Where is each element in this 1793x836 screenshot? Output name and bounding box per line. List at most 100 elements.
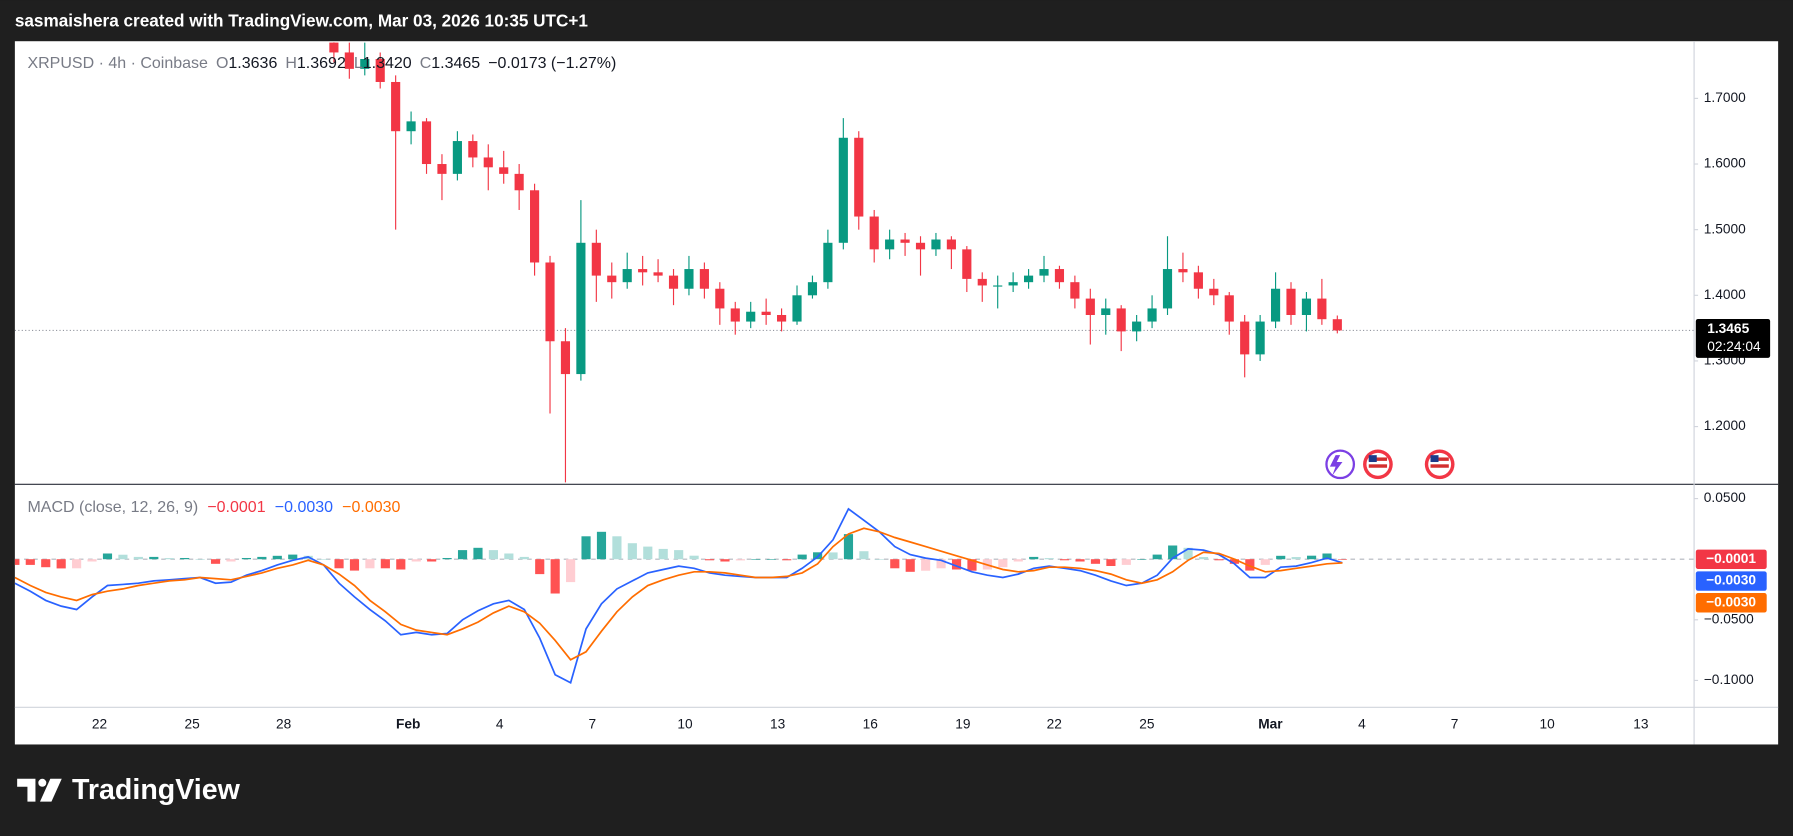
event-icons: [1325, 449, 1455, 480]
histogram-bar: [457, 550, 468, 560]
candle-body: [638, 269, 648, 273]
legend: XRPUSD · 4h · Coinbase O1.3636 H1.3692 L1.3…: [27, 55, 616, 72]
histogram-bar: [427, 559, 437, 562]
histogram-bar: [874, 559, 884, 560]
candle-body: [699, 269, 709, 289]
histogram-bar: [905, 559, 915, 572]
histogram-bar: [226, 559, 236, 562]
x-tick-label: 7: [589, 717, 597, 732]
candle-body: [792, 295, 802, 322]
histogram-bar: [890, 559, 900, 569]
histogram-bar: [1307, 555, 1317, 560]
histogram-bar: [1090, 559, 1101, 564]
histogram-bar: [56, 559, 66, 569]
histogram-bar: [1121, 559, 1131, 565]
histogram-bar: [1029, 556, 1039, 560]
candle-body: [530, 190, 540, 263]
x-tick-label: 10: [677, 717, 693, 732]
x-tick-label: 4: [496, 717, 504, 732]
candle-body: [375, 59, 385, 82]
candle-body: [591, 242, 601, 276]
change: −0.0173 (−1.27%): [488, 55, 616, 72]
value-label-box: [1695, 593, 1767, 613]
candle-body: [684, 269, 694, 289]
histogram-bar: [473, 547, 483, 560]
x-tick-label: 22: [1047, 717, 1062, 732]
candle-body: [1132, 321, 1142, 332]
candle-body: [993, 285, 1003, 287]
y-tick-label: 0.0500: [1704, 490, 1746, 505]
x-tick-label: 7: [1451, 717, 1459, 732]
histogram-bar: [1322, 553, 1332, 560]
candle-body: [900, 239, 910, 243]
histogram-bar: [288, 554, 298, 560]
header-text: sasmaishera created with TradingView.com…: [15, 10, 589, 30]
histogram-bar: [535, 559, 545, 575]
candle-body: [1070, 282, 1080, 299]
candle-body: [1332, 319, 1342, 331]
histogram-bar: [658, 548, 668, 560]
histogram-bar: [797, 554, 807, 560]
event-icon: [1430, 464, 1449, 468]
indicator-value: −0.0030: [342, 499, 400, 516]
value-label: −0.0030: [1706, 573, 1756, 588]
candle-body: [437, 164, 447, 174]
histogram-bar: [1044, 558, 1054, 560]
candle-body: [576, 242, 586, 375]
value-label-box: [1695, 549, 1767, 570]
candle-body: [761, 311, 771, 315]
candle-body: [977, 278, 987, 286]
candle-body: [931, 239, 941, 250]
histogram-bar: [442, 557, 452, 560]
candle-body: [885, 239, 895, 250]
candle-body: [854, 137, 864, 217]
histogram-bar: [180, 557, 190, 560]
candle-body: [1162, 269, 1173, 309]
chart-panel: [14, 41, 1779, 745]
histogram-bar: [1291, 557, 1301, 560]
candle-body: [1317, 298, 1327, 320]
histogram-bar: [210, 559, 221, 564]
candle-body: [946, 239, 956, 250]
histogram-bar: [72, 559, 82, 569]
candle-body: [607, 275, 617, 283]
x-tick-label: 22: [92, 717, 107, 732]
candle-body: [668, 275, 679, 289]
histogram-bar: [1106, 559, 1116, 566]
candle-body: [1023, 275, 1034, 283]
candle-body: [915, 242, 926, 250]
candle-body: [1147, 308, 1157, 322]
candle-body: [344, 52, 354, 69]
value-label-box: [1695, 571, 1767, 591]
ohlc-label: O: [216, 55, 228, 72]
histogram-bar: [396, 559, 406, 570]
x-tick-label: 16: [863, 717, 879, 732]
histogram-bar: [365, 559, 375, 569]
histogram-bar: [1013, 559, 1023, 562]
candle-body: [1178, 269, 1188, 273]
histogram-bar: [1214, 559, 1224, 561]
candle-body: [560, 341, 571, 375]
histogram-bar: [859, 551, 869, 560]
brand-name: TradingView: [72, 774, 241, 806]
x-tick-label: 13: [770, 717, 786, 732]
histogram-bar: [41, 559, 51, 568]
candle-body: [1193, 272, 1203, 289]
histogram-bar: [195, 559, 205, 560]
histogram-bar: [704, 559, 715, 561]
candle-body: [514, 173, 524, 191]
histogram-bar: [1229, 559, 1239, 564]
histogram-bar: [334, 559, 344, 569]
histogram-bar: [689, 555, 699, 560]
candle-body: [1286, 288, 1296, 315]
macd-line: [14, 507, 1343, 684]
histogram-bar: [241, 557, 251, 560]
event-icon: [1368, 457, 1388, 461]
logo-mark: [40, 778, 62, 802]
candle-body: [545, 262, 555, 342]
candle-body: [730, 308, 740, 322]
histogram-bar: [488, 550, 498, 560]
histogram-bar: [581, 536, 591, 560]
symbol: XRPUSD · 4h · Coinbase: [27, 55, 208, 72]
y-tick-label: 1.4000: [1704, 287, 1746, 302]
